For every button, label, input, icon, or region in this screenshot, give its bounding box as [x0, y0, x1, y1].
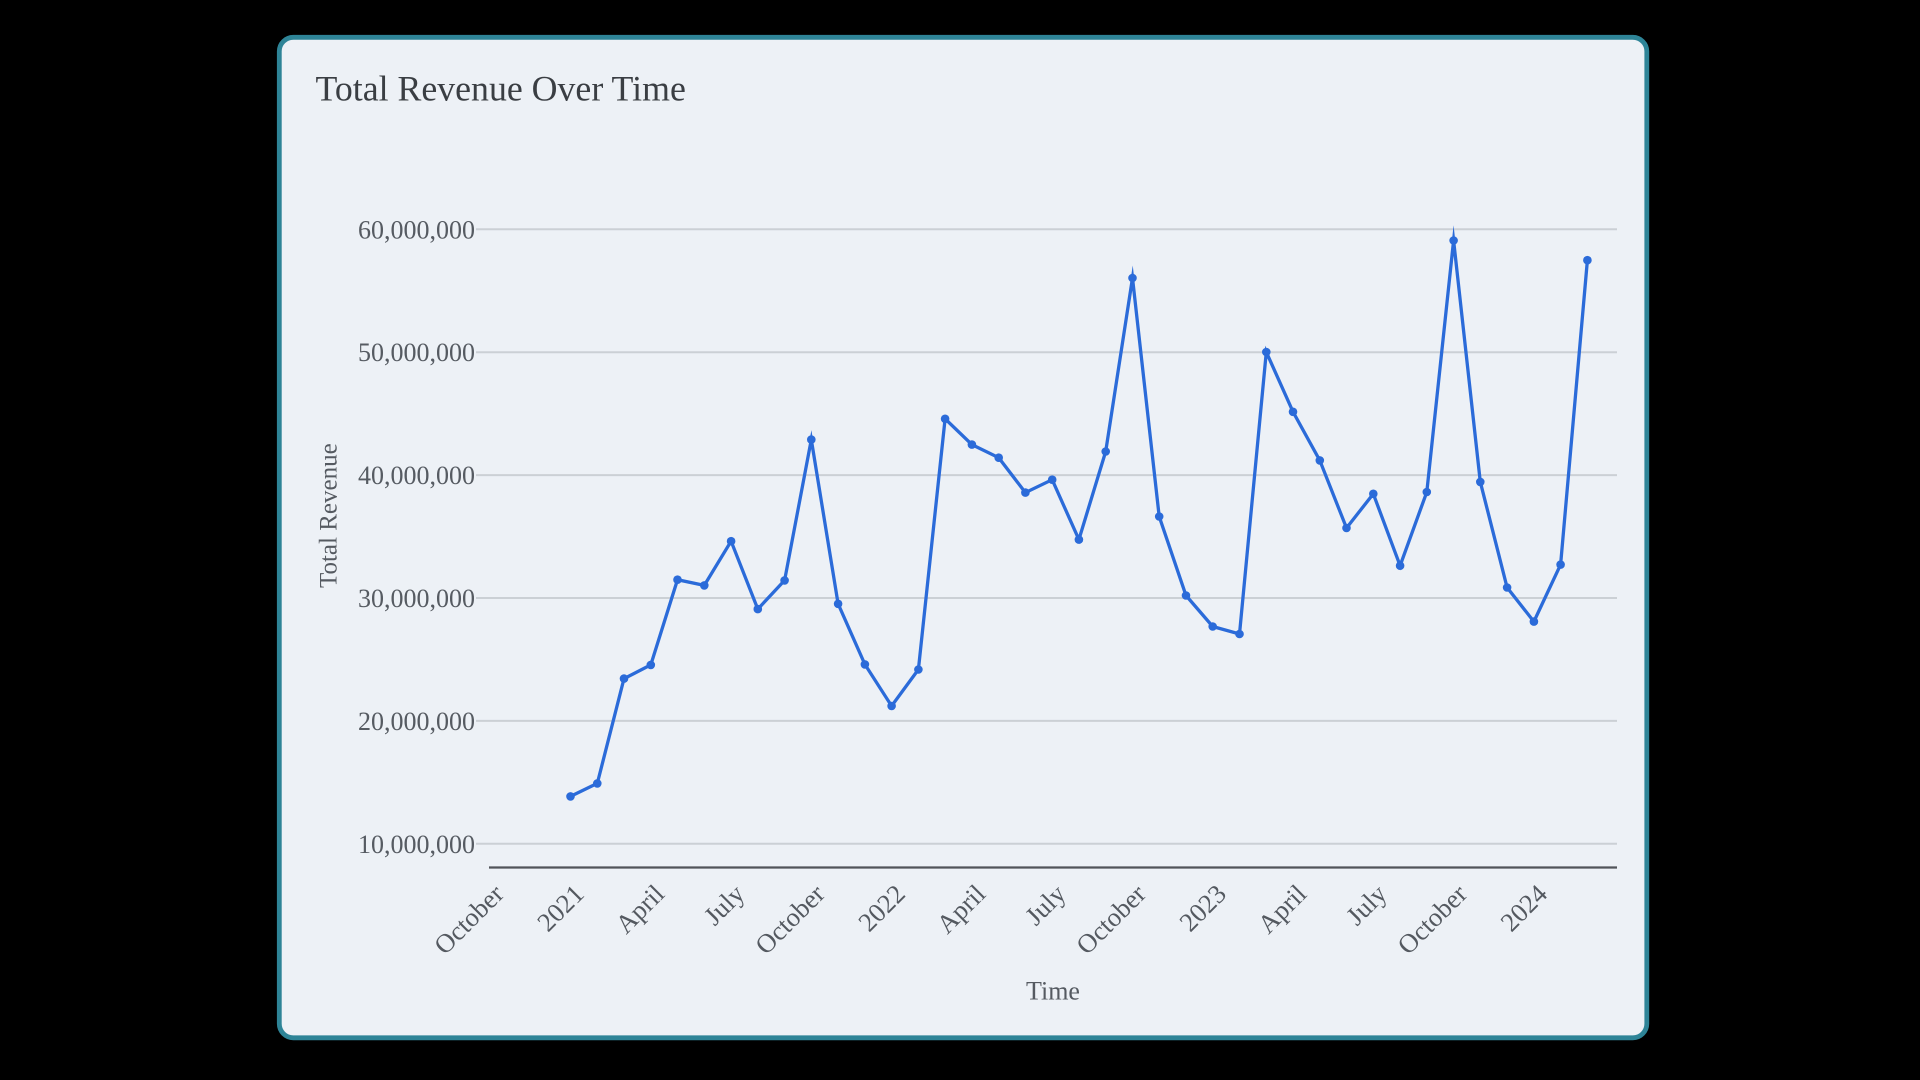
svg-text:Time: Time — [1026, 976, 1080, 1005]
svg-text:Total Revenue Over Time: Total Revenue Over Time — [316, 68, 686, 108]
svg-text:40,000,000: 40,000,000 — [358, 461, 475, 490]
svg-text:50,000,000: 50,000,000 — [358, 338, 475, 367]
svg-text:Total Revenue: Total Revenue — [315, 443, 342, 588]
svg-text:30,000,000: 30,000,000 — [358, 584, 475, 613]
svg-text:20,000,000: 20,000,000 — [358, 707, 475, 736]
svg-text:10,000,000: 10,000,000 — [358, 830, 475, 859]
svg-text:60,000,000: 60,000,000 — [358, 215, 475, 244]
